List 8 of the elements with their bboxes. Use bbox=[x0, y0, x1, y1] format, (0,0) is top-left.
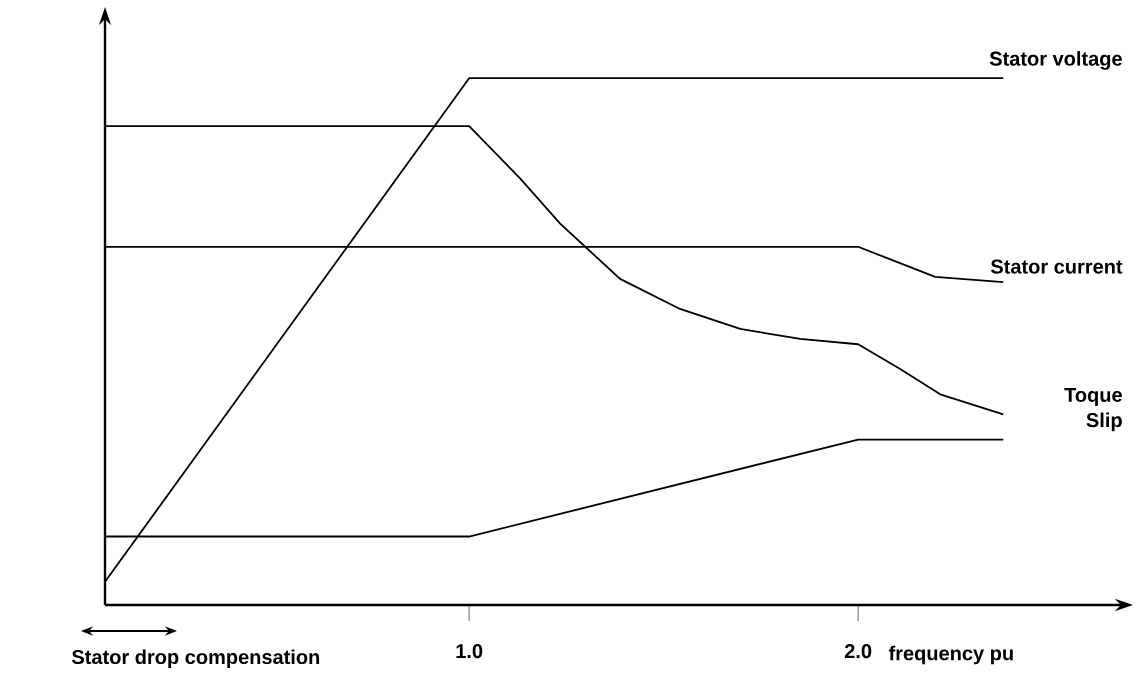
series-label: Stator current bbox=[990, 259, 1123, 274]
text: Stator drop compensation bbox=[71, 649, 320, 669]
text: Toque bbox=[1064, 387, 1122, 406]
text: Slip bbox=[1086, 412, 1122, 432]
series-label: Stator voltage bbox=[989, 51, 1122, 70]
x-tick-label: 2.0 bbox=[844, 644, 872, 659]
x-axis-title: frequency pu bbox=[888, 645, 1013, 665]
x-tick-label: 1.0 bbox=[456, 644, 483, 659]
